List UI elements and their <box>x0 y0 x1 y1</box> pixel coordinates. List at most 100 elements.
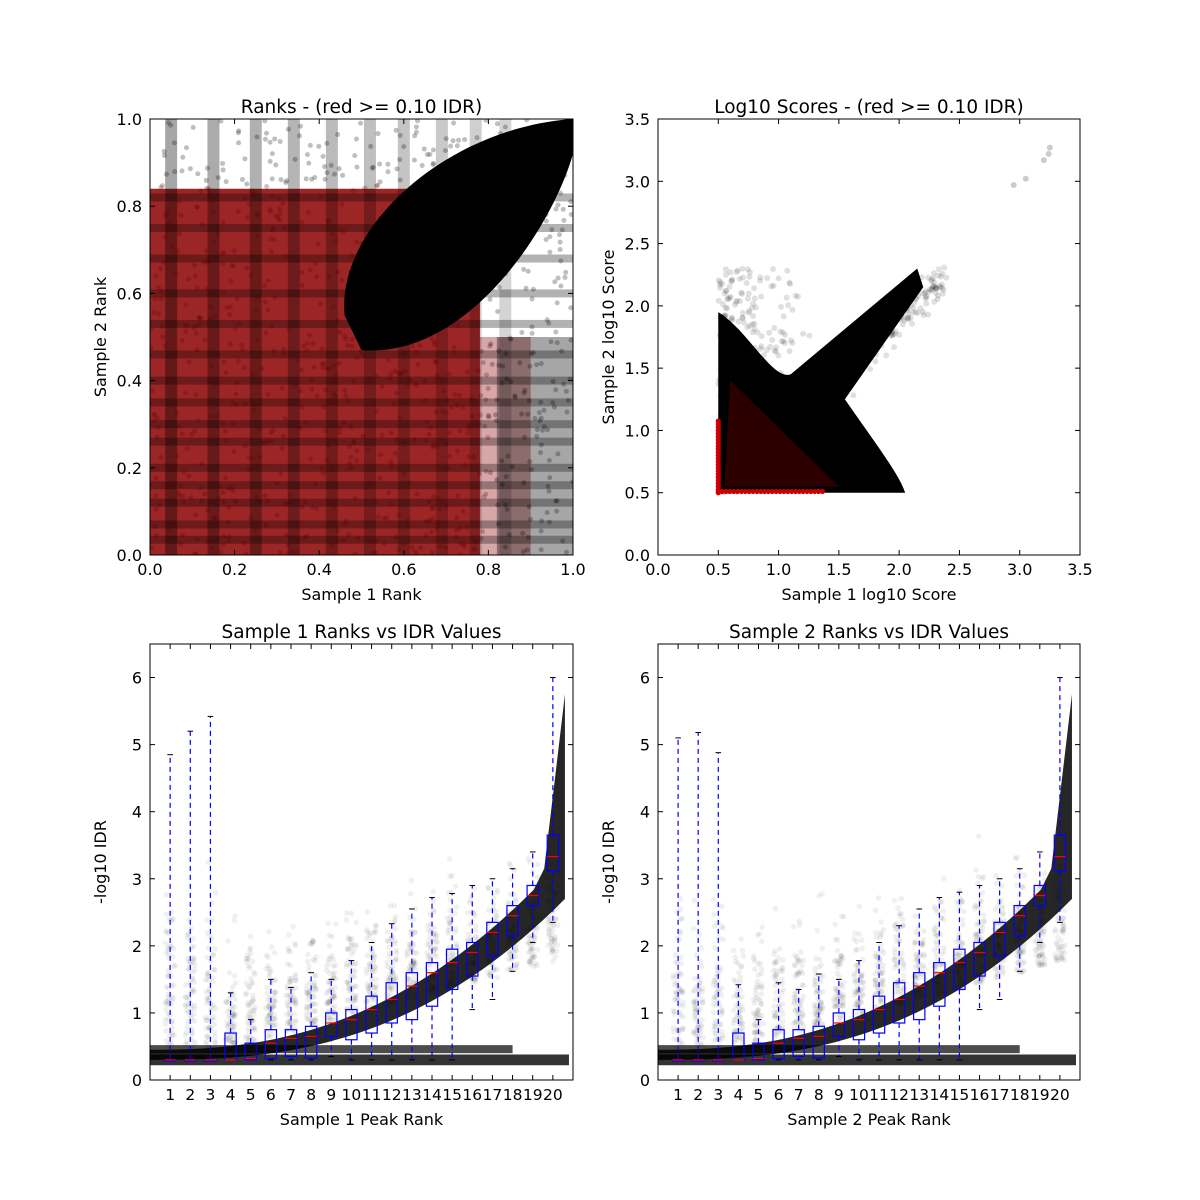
idr-point <box>309 994 315 1000</box>
idr-point <box>791 1000 797 1006</box>
scores-point <box>900 317 907 324</box>
idr-point <box>351 995 358 1002</box>
idr-point <box>512 962 519 968</box>
idr-point <box>913 951 919 957</box>
idr-point <box>779 1023 786 1030</box>
idr-point <box>392 958 398 964</box>
idr-point <box>876 959 883 966</box>
idr-point <box>860 979 866 986</box>
idr-point <box>840 984 846 991</box>
ranks-point <box>262 440 268 446</box>
idr-point <box>712 1029 719 1036</box>
idr-point <box>292 971 299 978</box>
ranks-point <box>414 550 420 555</box>
scores-point <box>758 333 765 340</box>
ranks-point <box>469 398 475 404</box>
ranks-point <box>196 321 202 327</box>
ranks-point <box>427 151 433 157</box>
scores-point <box>891 344 898 351</box>
ranks-point <box>194 204 200 210</box>
idr-point <box>791 994 797 1001</box>
ranks-point <box>173 270 179 276</box>
idr-point <box>770 1009 777 1015</box>
idr-point <box>386 944 392 950</box>
idr-point <box>385 976 392 983</box>
idr-point <box>771 961 778 967</box>
idr-point <box>1039 954 1046 960</box>
idr-point <box>512 898 519 905</box>
idr-point <box>266 1011 273 1017</box>
idr-point <box>835 961 841 967</box>
ranks-point <box>168 402 174 408</box>
ranks-point <box>517 360 523 366</box>
ranks-point <box>307 267 313 273</box>
ranks-point <box>261 283 267 289</box>
idr-point <box>977 898 984 905</box>
idr-point <box>249 992 256 999</box>
idr-point <box>553 916 559 922</box>
idr-point <box>369 948 376 955</box>
idr-point <box>753 994 759 1001</box>
idr-point <box>695 987 702 993</box>
ranks-point <box>529 351 535 357</box>
idr-point <box>210 974 216 981</box>
ranks-point <box>451 344 457 350</box>
ranks-point <box>310 341 316 347</box>
ranks-point <box>508 336 514 342</box>
scores-point <box>727 269 734 276</box>
scores-point <box>928 278 935 285</box>
scores-point <box>724 305 731 312</box>
idr-point <box>450 950 456 957</box>
idr-point <box>1014 966 1020 972</box>
ranks-tie-stripe-vertical <box>325 119 338 555</box>
idr-point <box>920 962 927 969</box>
idr-point <box>182 982 189 988</box>
idr-point <box>271 1016 277 1022</box>
idr-point <box>819 890 825 897</box>
scores-ticks: 0.0 0.5 1.0 1.5 2.0 2.5 3.0 3.50.00.51.01.52.02… <box>625 110 1093 579</box>
idr-point <box>752 1021 758 1027</box>
ranks-point <box>161 259 167 265</box>
idr-point <box>794 969 801 976</box>
idr-point <box>507 862 514 869</box>
ranks-point <box>223 437 229 443</box>
idr-point <box>312 1018 318 1024</box>
ranks-point <box>402 350 408 356</box>
idr-point <box>185 1018 191 1025</box>
idr-point <box>699 989 705 995</box>
ranks-point <box>502 124 508 130</box>
box-iqr <box>1053 834 1067 872</box>
idr-point <box>449 951 456 957</box>
idr-point <box>547 935 554 942</box>
idr-point <box>473 923 479 929</box>
ranks-point <box>457 526 463 532</box>
idr-point <box>718 1028 725 1035</box>
scores-point <box>763 347 770 354</box>
ranks-point <box>223 179 229 185</box>
idr-point <box>225 938 231 944</box>
ranks-point <box>331 504 337 510</box>
idr-point <box>838 957 845 963</box>
idr-point <box>325 999 332 1006</box>
idr-point <box>818 1009 825 1015</box>
ranks-point <box>480 528 486 534</box>
idr-point <box>855 968 861 974</box>
boxplot-20 <box>1053 677 1067 923</box>
ranks-point <box>452 350 458 356</box>
ranks-tie-stripe-horizontal <box>150 481 573 490</box>
idr-point <box>530 963 537 970</box>
ranks-point <box>310 504 316 510</box>
idr-point <box>311 1008 318 1015</box>
idr-point <box>386 983 393 990</box>
ranks-point <box>389 464 395 470</box>
idr-point <box>353 997 359 1004</box>
scores-point <box>930 270 937 277</box>
scores-point <box>777 328 784 335</box>
idr-point <box>404 950 411 957</box>
ranks-point <box>283 180 289 186</box>
ranks-point <box>546 457 552 463</box>
boxplot-11 <box>872 941 886 1061</box>
idr-point <box>348 935 355 942</box>
idr-point <box>694 1029 700 1036</box>
